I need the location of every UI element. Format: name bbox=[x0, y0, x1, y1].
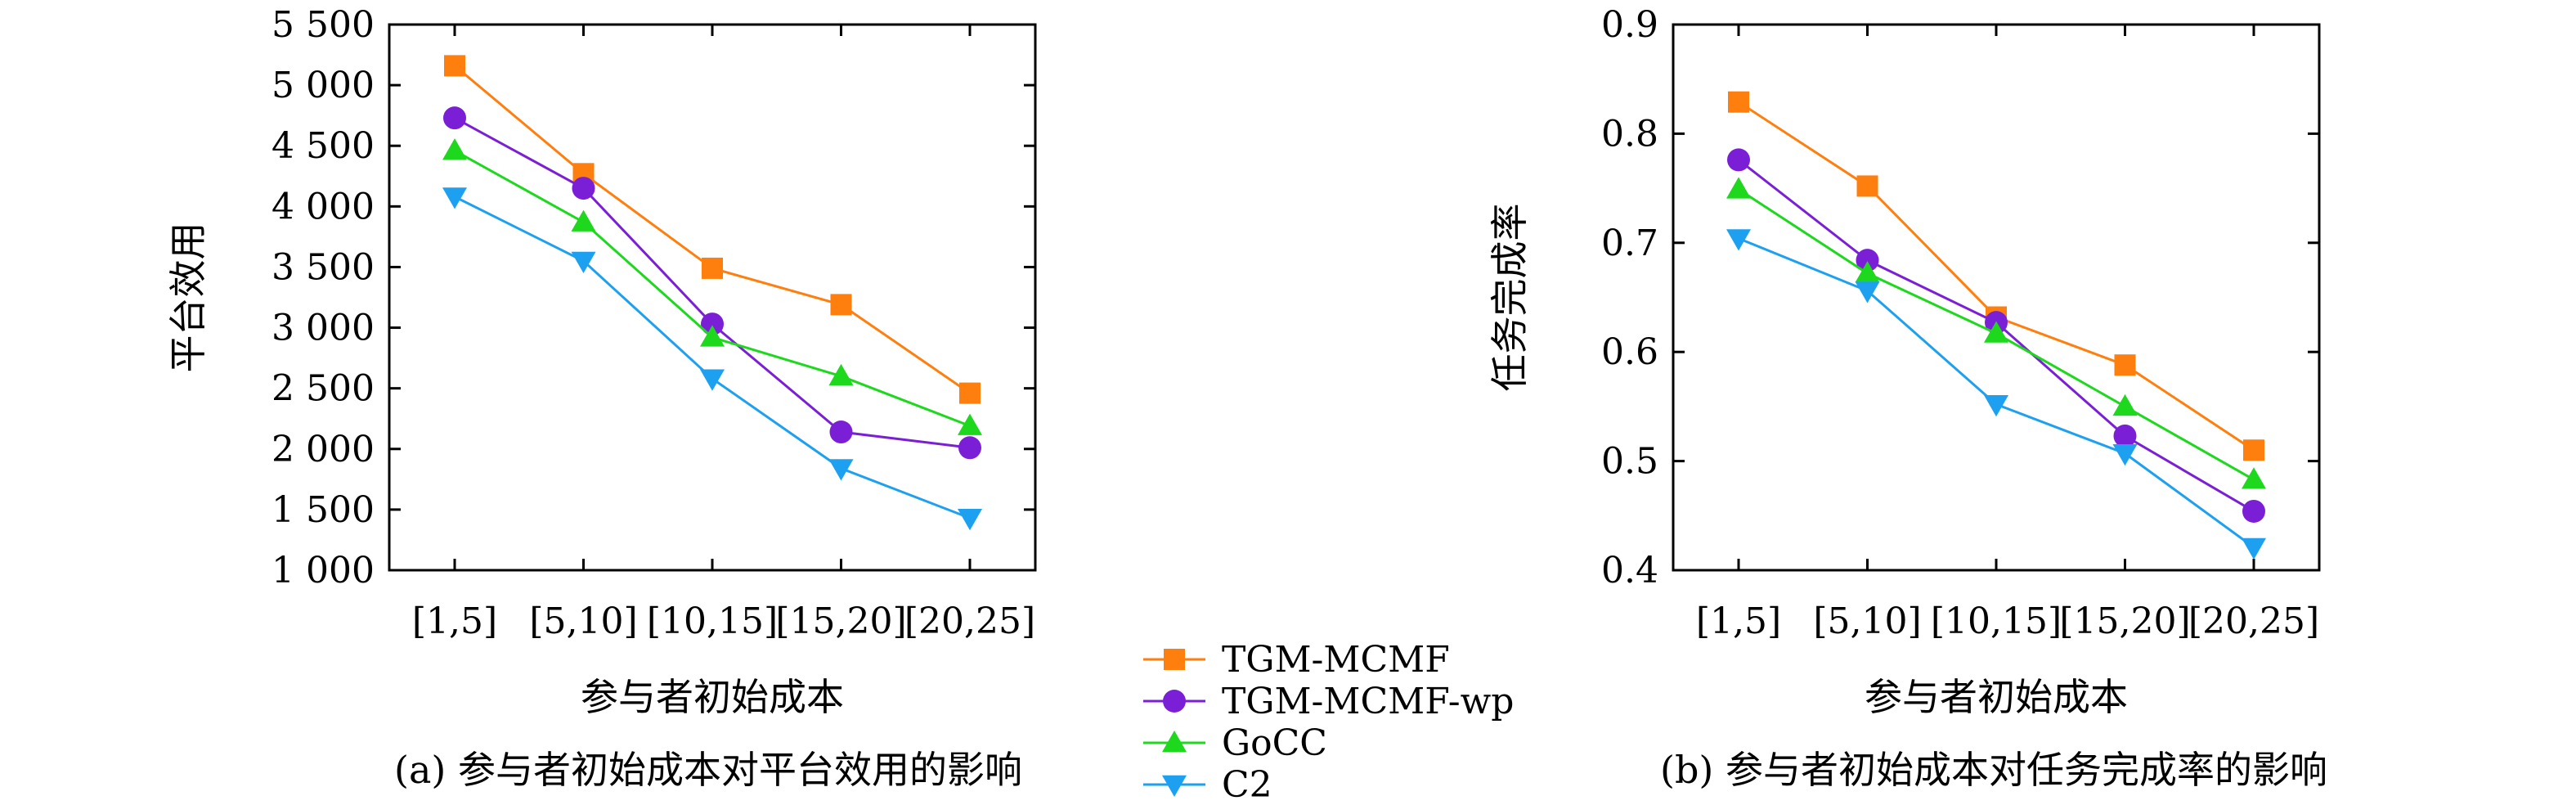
series-line bbox=[454, 116, 971, 449]
series-line bbox=[454, 196, 971, 519]
data-point bbox=[442, 187, 467, 209]
y-tick-label: 1 500 bbox=[272, 489, 375, 531]
data-point bbox=[444, 55, 465, 77]
data-point bbox=[1855, 261, 1880, 283]
y-axis-label-a: 平台效用 bbox=[166, 223, 210, 373]
data-point bbox=[2243, 439, 2264, 461]
y-axis-label-b: 任务完成率 bbox=[1488, 204, 1532, 392]
x-tick-label: [20,25] bbox=[2188, 600, 2319, 642]
data-point bbox=[830, 294, 852, 316]
data-point bbox=[572, 177, 595, 200]
x-tick-label: [1,5] bbox=[412, 600, 497, 642]
y-tick-label: 5 500 bbox=[272, 4, 375, 46]
chart-a: 1 000 1 500 2 000 2 500 3 000 3 500 4 000 4 500… bbox=[166, 4, 1037, 792]
y-tick-label: 2 500 bbox=[272, 368, 375, 410]
y-tick-label: 4 000 bbox=[272, 186, 375, 227]
chart-b: 0.4 0.5 0.6 0.7 0.8 0.9 [1,5] [5,10] [10,15][15,… bbox=[1488, 4, 2327, 792]
x-tick-label: [10,15] bbox=[1931, 600, 2062, 642]
series-a bbox=[442, 55, 982, 531]
x-tick-label: [10,15] bbox=[647, 600, 778, 642]
x-tick-label: [5,10] bbox=[529, 600, 637, 642]
plot-frame-b bbox=[1672, 23, 2321, 572]
legend-label: TGM-MCMF-wp bbox=[1222, 681, 1514, 722]
x-tick-label: [20,25] bbox=[904, 600, 1035, 642]
data-point bbox=[1856, 175, 1878, 197]
legend-marker bbox=[1163, 690, 1186, 713]
y-tick-label: 5 000 bbox=[272, 65, 375, 106]
y-tick-label: 3 000 bbox=[272, 308, 375, 349]
data-point bbox=[2242, 537, 2266, 560]
y-tick-label: 0.6 bbox=[1601, 331, 1658, 373]
legend-label: GoCC bbox=[1222, 722, 1327, 764]
y-tick-label: 0.4 bbox=[1601, 550, 1658, 591]
data-point bbox=[828, 459, 854, 481]
data-point bbox=[2112, 394, 2138, 416]
data-point bbox=[571, 209, 596, 232]
data-point bbox=[959, 382, 981, 404]
x-tick-label: [5,10] bbox=[1813, 600, 1921, 642]
y-tick-label: 1 000 bbox=[272, 550, 375, 591]
data-point bbox=[1856, 249, 1879, 272]
y-tick-label: 0.7 bbox=[1601, 223, 1658, 264]
y-tick-label: 4 500 bbox=[272, 125, 375, 167]
legend-label: TGM-MCMF bbox=[1222, 639, 1450, 681]
legend-marker bbox=[1164, 649, 1185, 670]
data-point bbox=[1728, 91, 1749, 113]
data-point bbox=[958, 436, 981, 460]
data-point bbox=[443, 106, 466, 130]
data-point bbox=[1726, 229, 1751, 251]
x-tick-label: [15,20] bbox=[2059, 600, 2190, 642]
y-tick-label: 0.9 bbox=[1601, 4, 1658, 46]
x-tick-label: [15,20] bbox=[775, 600, 906, 642]
series-b bbox=[1726, 91, 2266, 560]
caption-a: (a) 参与者初始成本对平台效用的影响 bbox=[394, 748, 1022, 792]
legend-marker bbox=[1162, 775, 1187, 797]
y-tick-label: 3 500 bbox=[272, 246, 375, 288]
data-point bbox=[702, 257, 723, 279]
data-point bbox=[958, 413, 982, 435]
legend-label: C2 bbox=[1222, 764, 1272, 805]
x-tick-label: [1,5] bbox=[1696, 600, 1781, 642]
x-axis-label-a: 参与者初始成本 bbox=[581, 675, 844, 719]
data-point bbox=[1984, 321, 2008, 343]
data-point bbox=[828, 363, 854, 386]
series-line bbox=[1738, 237, 2255, 549]
data-point bbox=[1727, 148, 1750, 172]
data-point bbox=[2112, 444, 2138, 466]
data-point bbox=[701, 313, 724, 336]
ticks-a: 1 000 1 500 2 000 2 500 3 000 3 500 4 000 4 500… bbox=[272, 4, 1035, 642]
caption-b: (b) 参与者初始成本对任务完成率的影响 bbox=[1660, 748, 2327, 792]
plot-frame-a bbox=[388, 23, 1037, 572]
data-point bbox=[700, 369, 725, 391]
data-point bbox=[2113, 424, 2137, 447]
data-point bbox=[2242, 467, 2266, 489]
data-point bbox=[2114, 354, 2136, 376]
y-tick-label: 2 000 bbox=[272, 429, 375, 470]
data-point bbox=[958, 509, 982, 531]
y-tick-label: 0.5 bbox=[1601, 441, 1658, 483]
legend-marker bbox=[1162, 731, 1187, 753]
data-point bbox=[442, 138, 467, 160]
data-point bbox=[1984, 394, 2008, 417]
data-point bbox=[829, 420, 853, 444]
data-point bbox=[2242, 499, 2265, 523]
x-axis-label-b: 参与者初始成本 bbox=[1865, 675, 2128, 719]
data-point bbox=[700, 325, 725, 347]
y-tick-label: 0.8 bbox=[1601, 113, 1658, 155]
data-point bbox=[571, 251, 596, 274]
ticks-b: 0.4 0.5 0.6 0.7 0.8 0.9 [1,5] [5,10] [10,15][15,… bbox=[1601, 4, 2319, 642]
data-point bbox=[1855, 281, 1880, 304]
data-point bbox=[1726, 177, 1751, 199]
